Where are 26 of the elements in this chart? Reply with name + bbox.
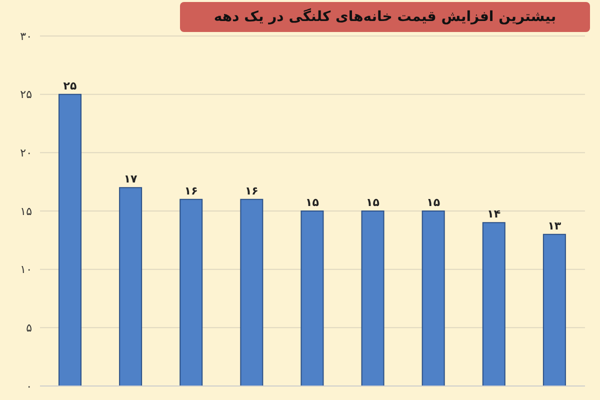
y-tick-label: ۵ bbox=[26, 322, 32, 335]
bar bbox=[240, 198, 264, 386]
y-tick-label: ۲۰ bbox=[20, 146, 32, 160]
y-tick-label: ۳۰ bbox=[20, 30, 32, 43]
data-label: ۲۵ bbox=[63, 79, 77, 92]
y-tick-label: ۰ bbox=[26, 380, 32, 393]
bar bbox=[482, 222, 506, 386]
y-tick-label: ۱۰ bbox=[20, 263, 32, 276]
data-label: ۱۶ bbox=[184, 184, 198, 198]
bar bbox=[422, 210, 445, 386]
chart-title: بیشترین افزایش قیمت خانه‌های کلنگی در یک دهه bbox=[180, 2, 590, 32]
data-label: ۱۶ bbox=[244, 184, 258, 198]
data-label: ۱۳ bbox=[548, 219, 562, 232]
bar bbox=[542, 234, 566, 386]
data-label: ۱۴ bbox=[487, 208, 501, 221]
data-label: ۱۵ bbox=[306, 196, 320, 209]
data-label: ۱۷ bbox=[124, 172, 138, 186]
data-label: ۱۵ bbox=[366, 196, 380, 209]
bar bbox=[300, 210, 324, 386]
data-label: ۱۵ bbox=[426, 196, 440, 209]
bar bbox=[180, 198, 203, 386]
y-tick-label: ۱۵ bbox=[20, 204, 32, 218]
bar bbox=[119, 187, 142, 386]
bar bbox=[58, 94, 82, 386]
y-tick-label: ۲۵ bbox=[20, 88, 32, 102]
bar bbox=[361, 210, 384, 386]
